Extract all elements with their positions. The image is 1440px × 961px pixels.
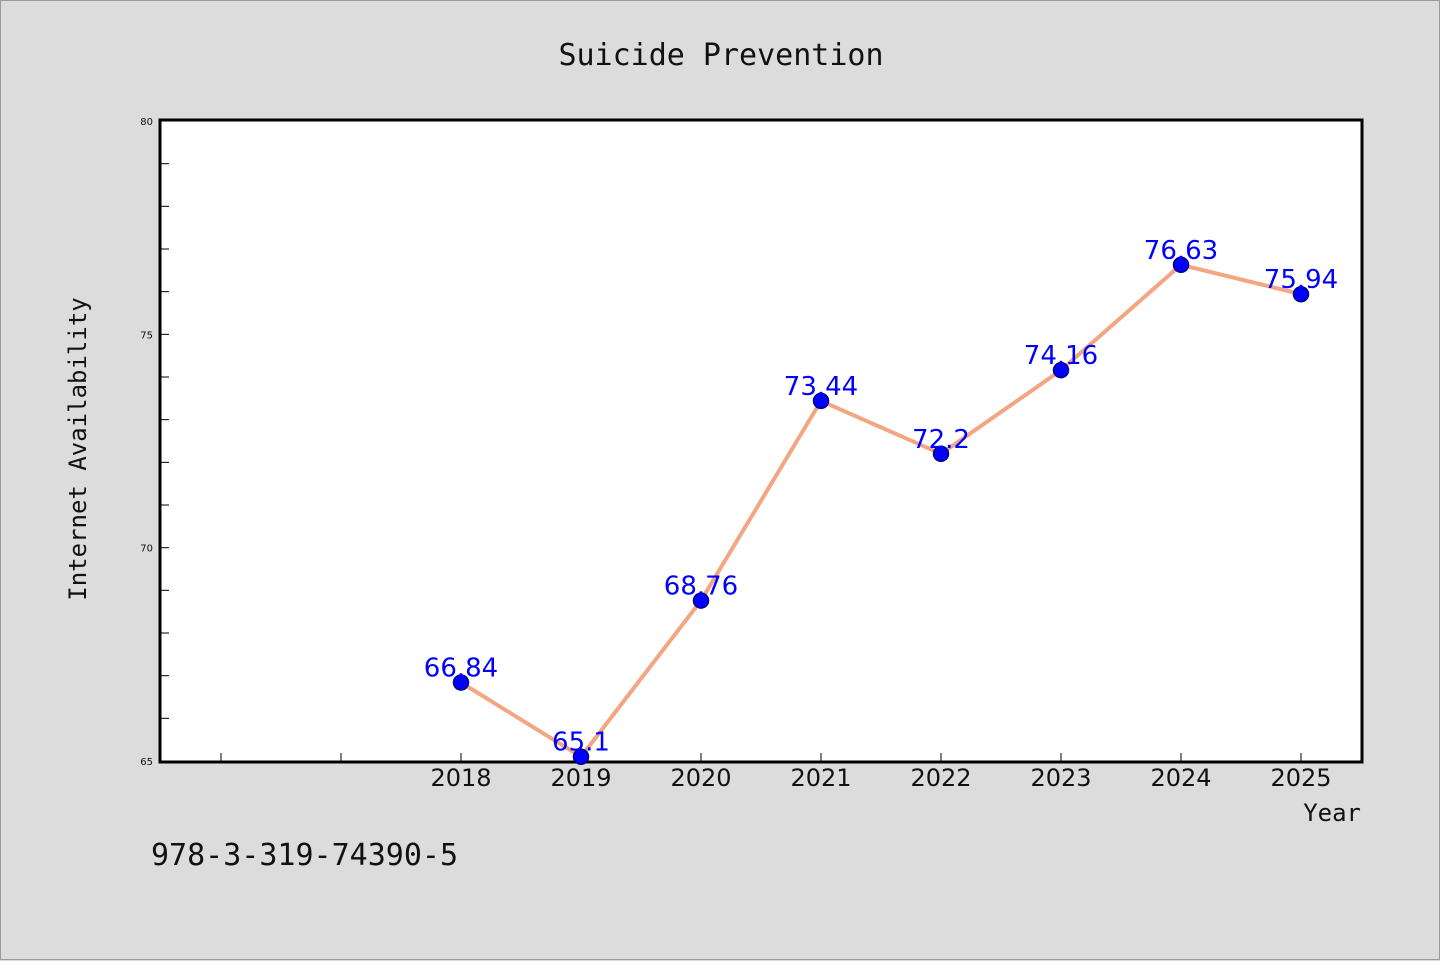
data-point	[1292, 285, 1310, 303]
data-label: 68.76	[664, 572, 738, 602]
y-tick-label: 75	[140, 330, 153, 341]
data-label: 65.1	[552, 728, 610, 758]
data-point	[812, 392, 830, 410]
data-labels: 66.84 65.1 68.76 73.44 72.2 74.16 76.63 75.94	[424, 236, 1338, 758]
data-label: 75.94	[1264, 265, 1338, 295]
y-axis-label: Internet Availability	[64, 297, 92, 600]
chart-title: Suicide Prevention	[558, 38, 883, 73]
y-axis: 65 70 75 80	[140, 117, 169, 768]
data-label: 66.84	[424, 653, 498, 683]
data-point	[1052, 361, 1070, 379]
isbn-footer-text: 978-3-319-74390-5	[151, 838, 458, 873]
y-tick-label: 80	[140, 117, 153, 128]
data-point	[572, 748, 590, 765]
x-tick-label: 2018	[430, 764, 491, 792]
series-markers	[452, 256, 1310, 765]
y-tick-label: 65	[140, 757, 153, 768]
data-label: 73.44	[784, 372, 858, 402]
data-point	[692, 592, 710, 609]
data-label: 74.16	[1024, 341, 1098, 371]
x-axis: 2018 2019 2020 2021 2022 2023 2024 2025	[220, 753, 1332, 792]
data-point	[1172, 256, 1190, 274]
x-tick-label: 2025	[1270, 764, 1331, 792]
x-tick-label: 2022	[910, 764, 971, 792]
y-tick-label: 70	[140, 544, 153, 555]
x-tick-label: 2021	[790, 764, 851, 792]
data-label: 72.2	[912, 425, 970, 455]
data-point	[932, 445, 950, 463]
series-line	[459, 262, 1302, 759]
x-tick-label: 2020	[670, 764, 731, 792]
x-tick-label: 2024	[1150, 764, 1211, 792]
x-axis-label: Year	[1303, 799, 1361, 827]
plot-area	[158, 118, 1364, 764]
data-label: 76.63	[1144, 236, 1218, 266]
data-point	[452, 674, 470, 691]
x-tick-label: 2023	[1030, 764, 1091, 792]
x-tick-label: 2019	[550, 764, 611, 792]
